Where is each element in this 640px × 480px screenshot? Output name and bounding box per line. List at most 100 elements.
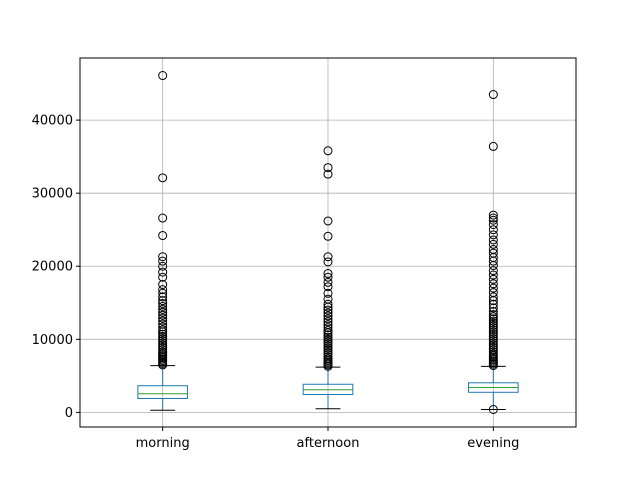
y-tick-label: 30000 (32, 187, 73, 202)
outlier-point (323, 352, 333, 362)
outlier-point (323, 332, 333, 342)
x-tick-label-evening: evening (467, 436, 519, 451)
outlier-point (488, 266, 498, 276)
outlier-point (323, 282, 333, 292)
outlier-point (158, 261, 168, 271)
outlier-point (488, 244, 498, 254)
outlier-point (488, 404, 498, 414)
outlier-point (488, 248, 498, 258)
outlier-point (488, 288, 498, 298)
outlier-point (323, 257, 333, 267)
outlier-point (158, 292, 168, 302)
outlier-point (488, 329, 498, 339)
outlier-point (323, 341, 333, 351)
outlier-point (323, 320, 333, 330)
y-tick-label: 40000 (32, 114, 73, 129)
outlier-point (488, 347, 498, 357)
outlier-point (488, 314, 498, 324)
box-morning (137, 71, 188, 411)
outlier-point (158, 319, 168, 329)
outlier-point (323, 326, 333, 336)
outlier-point (488, 325, 498, 335)
y-tick-label: 20000 (32, 260, 73, 275)
outlier-point (323, 146, 333, 156)
outlier-point (488, 331, 498, 341)
outlier-point (158, 299, 168, 309)
outlier-point (488, 274, 498, 284)
outlier-point (158, 267, 168, 277)
outlier-point (158, 213, 168, 223)
outlier-point (488, 239, 498, 249)
outlier-point (323, 231, 333, 241)
outlier-point (158, 301, 168, 311)
outlier-point (323, 311, 333, 321)
outlier-point (488, 340, 498, 350)
outlier-point (488, 336, 498, 346)
outlier-point (323, 169, 333, 179)
outlier-point (323, 343, 333, 353)
outlier-point (488, 349, 498, 359)
outlier-point (158, 173, 168, 183)
outlier-point (158, 285, 168, 295)
outlier-point (158, 71, 168, 81)
outlier-point (488, 283, 498, 293)
outlier-point (323, 216, 333, 226)
outlier-point (158, 334, 168, 344)
outlier-point (158, 272, 168, 282)
outlier-point (488, 279, 498, 289)
outlier-point (488, 327, 498, 337)
axes: 0 10000 20000 30000 40000 morning afternoon eve… (32, 114, 520, 451)
outlier-point (158, 296, 168, 306)
outlier-point (158, 342, 168, 352)
outlier-point (488, 307, 498, 317)
outlier-point (488, 292, 498, 302)
outlier-point (323, 294, 333, 304)
outlier-point (323, 337, 333, 347)
outlier-point (323, 272, 333, 282)
outlier-point (158, 322, 168, 332)
box-afternoon (302, 146, 354, 410)
outlier-point (158, 329, 168, 339)
boxes (137, 71, 519, 414)
outlier-point (488, 210, 498, 220)
outlier-point (158, 288, 168, 298)
outlier-point (488, 225, 498, 235)
outlier-point (323, 339, 333, 349)
outlier-point (488, 215, 498, 225)
x-tick-label-morning: morning (136, 436, 190, 451)
outlier-point (323, 288, 333, 298)
outlier-point (158, 345, 168, 355)
y-tick-label: 0 (65, 406, 73, 421)
outlier-point (323, 317, 333, 327)
outlier-point (158, 347, 168, 357)
outlier-point (323, 269, 333, 279)
outlier-point (488, 318, 498, 328)
outlier-point (323, 308, 333, 318)
iqr-box (137, 385, 188, 400)
outlier-point (158, 231, 168, 241)
outlier-point (488, 90, 498, 100)
outlier-point (488, 220, 498, 230)
outlier-point (488, 141, 498, 151)
outlier-point (488, 270, 498, 280)
outlier-point (323, 350, 333, 360)
outlier-point (488, 312, 498, 322)
outlier-point (158, 338, 168, 348)
outlier-point (488, 323, 498, 333)
outlier-point (158, 331, 168, 341)
outlier-point (323, 323, 333, 333)
outlier-point (488, 230, 498, 240)
outlier-point (488, 320, 498, 330)
outlier-point (488, 235, 498, 245)
outlier-point (323, 163, 333, 173)
outlier-point (488, 334, 498, 344)
outlier-point (158, 252, 168, 262)
outlier-point (323, 330, 333, 340)
outlier-point (158, 313, 168, 323)
outlier-point (158, 280, 168, 290)
outlier-point (158, 256, 168, 266)
outlier-point (323, 354, 333, 364)
y-tick-label: 10000 (32, 333, 73, 348)
outlier-point (488, 316, 498, 326)
